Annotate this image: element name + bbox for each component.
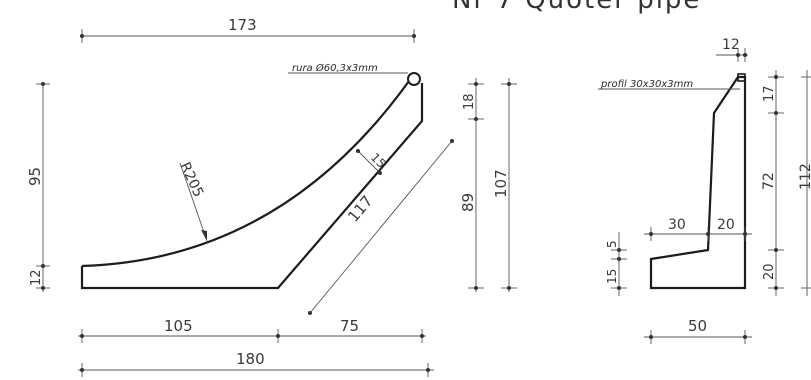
quarter-pipe-profile <box>80 80 424 290</box>
right-view: 12 profil 30x30x3mm 17 72 20 112 5 15 <box>598 37 811 344</box>
dim-left-bottom: 15 <box>605 269 619 284</box>
profile-square <box>737 73 746 82</box>
dim-right-top-width: 12 <box>722 37 740 53</box>
dim-slant-length: 117 <box>344 192 376 226</box>
dim-inner-b: 20 <box>717 217 735 233</box>
drawing-title: Nr 7 Quoter pipe <box>452 0 701 15</box>
dim-total-height: 107 <box>492 169 510 198</box>
dim-top-seg: 18 <box>462 93 477 110</box>
dim-slant-width: 15 <box>368 150 389 171</box>
profile-label: profil 30x30x3mm <box>600 79 693 90</box>
dim-bottom-total: 180 <box>236 350 265 368</box>
pipe-label: rura Ø60,3x3mm <box>292 62 378 74</box>
dim-seg-mid: 72 <box>761 172 777 190</box>
dim-left-top: 5 <box>605 240 619 248</box>
dim-seg-top: 17 <box>762 85 777 102</box>
left-view: 173 rura Ø60,3x3mm 95 12 R205 15 117 18 … <box>26 16 517 377</box>
dim-top-width: 173 <box>228 16 257 34</box>
dim-right-total-height: 112 <box>798 163 811 190</box>
dim-seg-bottom: 20 <box>762 263 777 280</box>
dim-bottom-width: 50 <box>688 317 707 335</box>
dim-base-height: 12 <box>29 269 44 286</box>
dim-bottom-left: 105 <box>164 317 193 335</box>
dim-mid-seg: 89 <box>459 193 477 212</box>
dim-height: 95 <box>26 167 44 186</box>
pipe-circle <box>407 72 421 86</box>
frame-profile <box>649 75 747 290</box>
dim-bottom-right: 75 <box>340 317 359 335</box>
dim-inner-a: 30 <box>668 217 686 233</box>
radius-label: R205 <box>176 160 206 200</box>
